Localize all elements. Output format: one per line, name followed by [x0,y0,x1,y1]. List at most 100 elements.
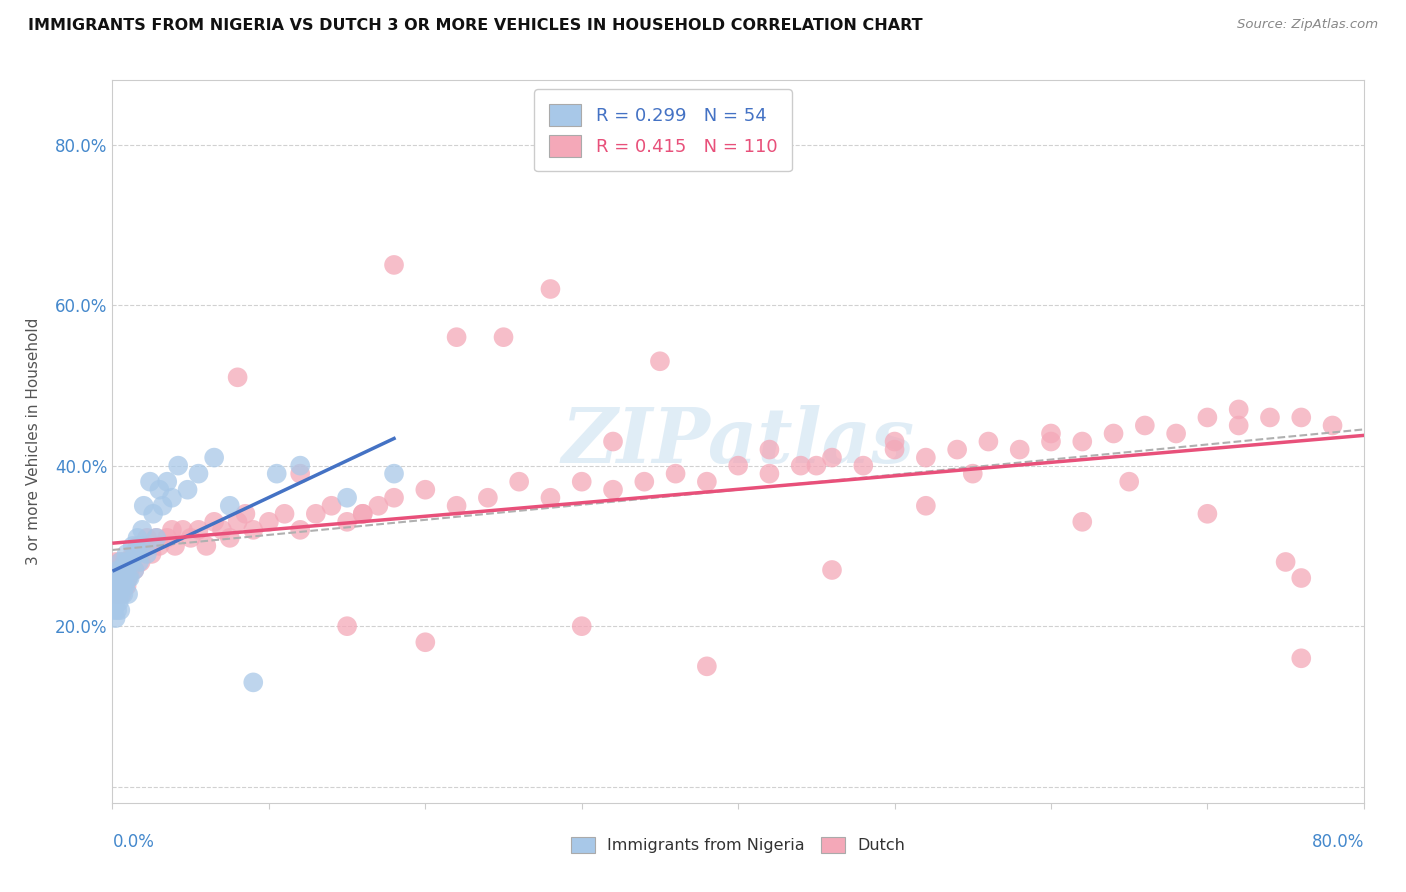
Point [117,587,139,601]
Point [127,539,149,553]
Point [117,571,139,585]
Point [1071,515,1094,529]
Point [696,475,718,489]
Point [110,555,132,569]
Point [104,555,127,569]
Point [218,531,240,545]
Point [120,555,142,569]
Point [415,635,437,649]
Point [110,603,132,617]
Point [110,587,132,601]
Point [114,579,136,593]
Point [790,458,813,473]
Point [125,547,148,561]
Point [806,458,828,473]
Point [1166,426,1188,441]
Point [117,555,139,569]
Point [105,571,128,585]
Point [148,483,170,497]
Point [160,491,183,505]
Point [382,467,405,481]
Point [121,547,143,561]
Point [962,467,984,481]
Point [176,483,198,497]
Point [114,571,136,585]
Point [415,483,437,497]
Point [115,563,138,577]
Point [883,442,905,457]
Text: 80.0%: 80.0% [1312,833,1364,851]
Point [852,458,875,473]
Point [107,579,129,593]
Point [336,515,359,529]
Point [446,499,468,513]
Point [115,563,138,577]
Point [156,475,179,489]
Point [367,499,389,513]
Text: 0.0%: 0.0% [112,833,155,851]
Point [111,587,134,601]
Point [273,507,295,521]
Point [446,330,468,344]
Point [112,571,135,585]
Point [352,507,374,521]
Point [321,499,343,513]
Point [1227,402,1250,417]
Point [104,579,127,593]
Point [226,515,249,529]
Point [160,523,183,537]
Point [202,450,225,465]
Point [1322,418,1344,433]
Point [105,579,128,593]
Point [180,531,202,545]
Point [218,499,240,513]
Point [1008,442,1031,457]
Point [115,579,138,593]
Point [114,555,136,569]
Point [1039,434,1063,449]
Y-axis label: 3 or more Vehicles in Household: 3 or more Vehicles in Household [27,318,41,566]
Point [602,483,624,497]
Point [540,491,562,505]
Point [105,587,128,601]
Point [145,531,167,545]
Point [977,434,1000,449]
Point [112,563,135,577]
Point [107,563,129,577]
Point [758,442,780,457]
Point [135,547,157,561]
Point [117,555,139,569]
Point [633,475,655,489]
Point [131,523,153,537]
Point [115,547,138,561]
Point [211,523,233,537]
Point [142,507,165,521]
Point [187,467,209,481]
Point [242,523,264,537]
Point [111,571,134,585]
Legend: Immigrants from Nigeria, Dutch: Immigrants from Nigeria, Dutch [564,830,912,860]
Point [1291,571,1313,585]
Point [1071,434,1094,449]
Point [118,563,141,577]
Point [1039,426,1063,441]
Point [492,330,515,344]
Point [129,555,152,569]
Point [195,539,218,553]
Point [118,571,141,585]
Point [202,515,225,529]
Point [382,258,405,272]
Point [257,515,280,529]
Point [125,547,148,561]
Point [1197,507,1219,521]
Point [336,619,359,633]
Point [242,675,264,690]
Point [103,603,125,617]
Point [121,539,143,553]
Point [127,531,149,545]
Point [103,571,125,585]
Point [1274,555,1296,569]
Point [111,563,134,577]
Point [235,507,257,521]
Point [152,499,174,513]
